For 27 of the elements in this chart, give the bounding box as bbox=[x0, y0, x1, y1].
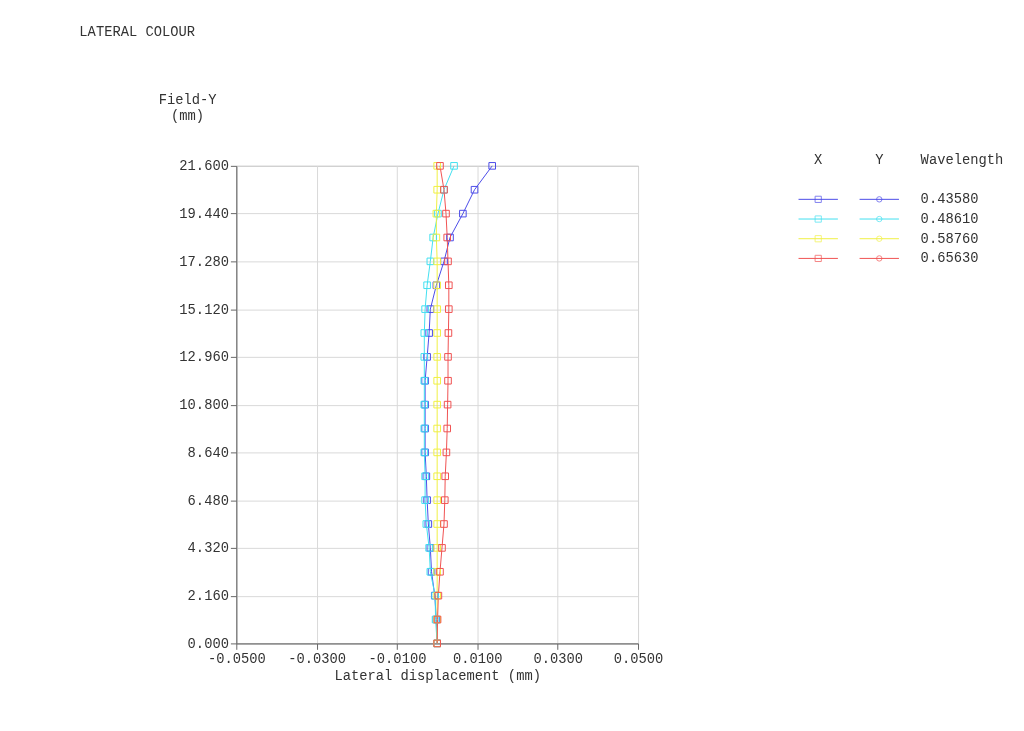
legend-label: 0.43580 bbox=[920, 192, 979, 208]
y-tick-label: 8.640 bbox=[187, 445, 229, 461]
y-tick-label: 10.800 bbox=[179, 398, 229, 414]
y-tick-label: 21.600 bbox=[179, 159, 229, 175]
chart-title: LATERAL COLOUR bbox=[79, 24, 196, 40]
y-tick-label: 17.280 bbox=[179, 254, 229, 270]
legend-label: 0.65630 bbox=[920, 251, 979, 267]
y-tick-label: 6.480 bbox=[187, 493, 229, 509]
y-axis-title: Field-Y (mm) bbox=[158, 93, 218, 125]
text: Y bbox=[875, 152, 885, 168]
y-tick-label: 0.000 bbox=[187, 636, 229, 652]
x-tick-label: -0.0100 bbox=[368, 651, 427, 667]
legend-label: 0.58760 bbox=[920, 231, 979, 247]
legend-title: Wavelength bbox=[920, 152, 1004, 168]
legend-label: 0.48610 bbox=[920, 211, 979, 227]
x-tick-label: 0.0100 bbox=[453, 651, 503, 667]
y-tick-label: 12.960 bbox=[179, 350, 229, 366]
x-tick-label: -0.0500 bbox=[207, 651, 266, 667]
x-tick-label: -0.0300 bbox=[288, 651, 347, 667]
y-tick-label: 19.440 bbox=[179, 207, 229, 223]
x-tick-label: 0.0500 bbox=[613, 651, 664, 667]
y-tick-label: 15.120 bbox=[179, 302, 229, 318]
x-tick-label: 0.0300 bbox=[533, 651, 583, 667]
y-tick-label: 2.160 bbox=[187, 589, 229, 605]
y-tick-label: 4.320 bbox=[187, 541, 229, 557]
text: X bbox=[814, 152, 824, 168]
x-axis-title: Lateral displacement (mm) bbox=[334, 669, 541, 685]
